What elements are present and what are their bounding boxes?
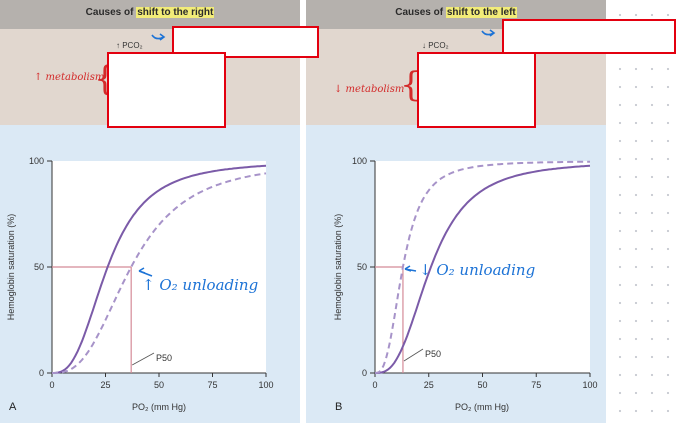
chart-a-ytick-label-100: 100 — [29, 156, 44, 166]
chart-b-annotation: ↓ O₂ unloading — [419, 261, 535, 279]
chart-a-curve-normal — [52, 164, 267, 374]
chart-a-ytick-label-0: 0 — [39, 368, 44, 378]
panel-a-letter: A — [9, 401, 17, 413]
answer-box-left-shift-causes[interactable] — [417, 52, 536, 128]
panel-b-title-prefix: Causes of — [395, 7, 446, 18]
panel-a-title-highlight: shift to the right — [136, 7, 215, 18]
chart-b-p50-leader — [403, 348, 424, 362]
chart-a-xtick-label-75: 75 — [207, 380, 217, 390]
chart-b-xlabel: PO₂ (mm Hg) — [455, 402, 509, 412]
chart-b-curve-left-shifted — [374, 160, 590, 374]
panel-a-metabolism-note: ↑ metabolism — [34, 72, 105, 83]
chart-b-xtick-label-100: 100 — [582, 380, 597, 390]
dotted-background — [608, 0, 681, 423]
answer-box-left-shift-header[interactable] — [502, 19, 676, 54]
panel-a-pco2-label: ↑ PCO₂ — [116, 41, 143, 50]
chart-a-xlabel: PO₂ (mm Hg) — [132, 402, 186, 412]
chart-a-p50-leader — [131, 352, 155, 366]
panel-b-pco2-label: ↓ PCO₂ — [422, 41, 449, 50]
chart-a-annotation: ↑ O₂ unloading — [142, 276, 258, 294]
chart-b-ylabel: Hemoglobin saturation (%) — [333, 214, 343, 321]
chart-a-xtick-label-50: 50 — [154, 380, 164, 390]
chart-a-ylabel: Hemoglobin saturation (%) — [6, 214, 16, 321]
chart-b-annotation-arrow-icon — [404, 265, 417, 272]
panel-b-metabolism-note: ↓ metabolism — [334, 84, 405, 95]
panel-a-title-prefix: Causes of — [85, 7, 137, 18]
chart-b-xtick-label-50: 50 — [477, 380, 487, 390]
chart-b-p50-label: P50 — [425, 349, 441, 359]
panel-b-header-arrow-icon — [481, 29, 496, 37]
answer-box-right-shift-causes[interactable] — [107, 52, 226, 128]
panel-b-brace: { — [400, 65, 422, 105]
chart-b-plot-area — [375, 161, 590, 373]
panel-b-title-highlight: shift to the left — [445, 7, 517, 18]
chart-a-ytick-label-50: 50 — [34, 262, 44, 272]
panel-b-title: Causes of shift to the left — [306, 7, 606, 18]
chart-a-xtick-label-25: 25 — [100, 380, 110, 390]
panel-a-title: Causes of shift to the right — [0, 7, 300, 18]
panel-b-letter: B — [335, 401, 343, 413]
chart-b-xtick-label-25: 25 — [424, 380, 434, 390]
chart-a-p50-label: P50 — [156, 353, 172, 363]
chart-b-curve-normal — [375, 164, 591, 374]
chart-b-xtick-label-75: 75 — [531, 380, 541, 390]
chart-b-ytick-label-50: 50 — [357, 262, 367, 272]
chart-b: Hemoglobin saturation (%) PO₂ (mm Hg) P5… — [333, 156, 598, 412]
chart-a-curve-right-shifted — [52, 172, 267, 374]
panel-separator — [300, 0, 306, 423]
chart-a: Hemoglobin saturation (%) PO₂ (mm Hg) P5… — [6, 156, 274, 412]
chart-b-ytick-label-0: 0 — [362, 368, 367, 378]
panel-a-header-arrow-icon — [151, 33, 166, 41]
chart-a-xtick-label-0: 0 — [49, 380, 54, 390]
panel-a-header: Causes of shift to the right — [0, 0, 300, 29]
chart-b-ytick-label-100: 100 — [352, 156, 367, 166]
chart-b-xtick-label-0: 0 — [372, 380, 377, 390]
chart-a-xtick-label-100: 100 — [258, 380, 273, 390]
chart-a-annotation-arrow-icon — [138, 267, 153, 277]
